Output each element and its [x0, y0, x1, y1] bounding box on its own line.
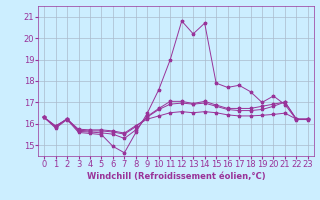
X-axis label: Windchill (Refroidissement éolien,°C): Windchill (Refroidissement éolien,°C) — [87, 172, 265, 181]
